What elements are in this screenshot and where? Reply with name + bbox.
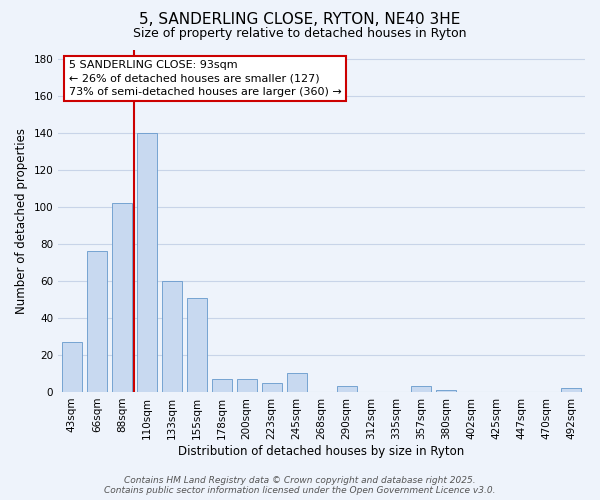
X-axis label: Distribution of detached houses by size in Ryton: Distribution of detached houses by size … xyxy=(178,444,465,458)
Bar xyxy=(436,390,457,392)
Y-axis label: Number of detached properties: Number of detached properties xyxy=(15,128,28,314)
Text: Contains HM Land Registry data © Crown copyright and database right 2025.
Contai: Contains HM Land Registry data © Crown c… xyxy=(104,476,496,495)
Text: 5, SANDERLING CLOSE, RYTON, NE40 3HE: 5, SANDERLING CLOSE, RYTON, NE40 3HE xyxy=(139,12,461,28)
Bar xyxy=(212,379,232,392)
Bar xyxy=(262,382,281,392)
Bar xyxy=(187,298,207,392)
Bar xyxy=(162,281,182,392)
Bar xyxy=(287,374,307,392)
Bar xyxy=(62,342,82,392)
Bar xyxy=(337,386,356,392)
Bar xyxy=(236,379,257,392)
Bar xyxy=(87,252,107,392)
Text: Size of property relative to detached houses in Ryton: Size of property relative to detached ho… xyxy=(133,28,467,40)
Bar xyxy=(561,388,581,392)
Bar xyxy=(137,133,157,392)
Bar xyxy=(412,386,431,392)
Bar xyxy=(112,204,132,392)
Text: 5 SANDERLING CLOSE: 93sqm
← 26% of detached houses are smaller (127)
73% of semi: 5 SANDERLING CLOSE: 93sqm ← 26% of detac… xyxy=(69,60,341,96)
